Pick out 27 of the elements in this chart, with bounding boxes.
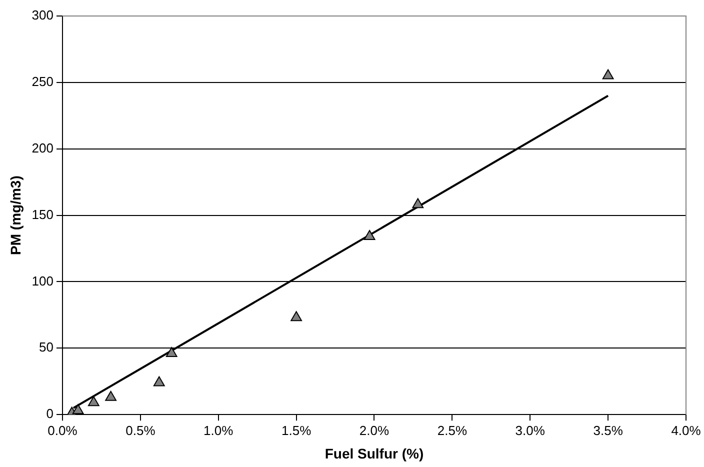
y-tick-label: 200 — [32, 140, 54, 156]
point — [88, 396, 100, 406]
point — [412, 198, 424, 208]
x-tick-label: 3.5% — [593, 422, 624, 438]
x-tick-label: 2.5% — [437, 422, 468, 438]
point — [602, 69, 614, 80]
x-axis-title: Fuel Sulfur (%) — [324, 445, 424, 462]
x-tick-label: 0.5% — [126, 422, 156, 438]
y-tick-label: 250 — [32, 74, 54, 90]
y-axis-title: PM (mg/m3) — [7, 176, 24, 255]
x-tick-label: 2.0% — [359, 422, 390, 438]
x-tick-label: 0.0% — [48, 422, 78, 438]
y-tick-label: 150 — [32, 206, 54, 222]
point — [166, 346, 178, 357]
point — [364, 230, 376, 240]
y-tick-label: 50 — [39, 340, 54, 355]
point — [105, 390, 117, 401]
y-tick-label: 0 — [46, 406, 54, 422]
point — [153, 376, 165, 386]
x-tick-label: 4.0% — [671, 422, 702, 438]
point — [290, 311, 302, 322]
y-tick-label: 100 — [32, 273, 54, 288]
x-tick-label: 1.0% — [204, 422, 234, 438]
x-tick-label: 3.0% — [515, 422, 546, 438]
y-tick-label: 300 — [32, 8, 54, 23]
point — [72, 404, 84, 414]
x-tick-label: 1.5% — [281, 422, 312, 438]
